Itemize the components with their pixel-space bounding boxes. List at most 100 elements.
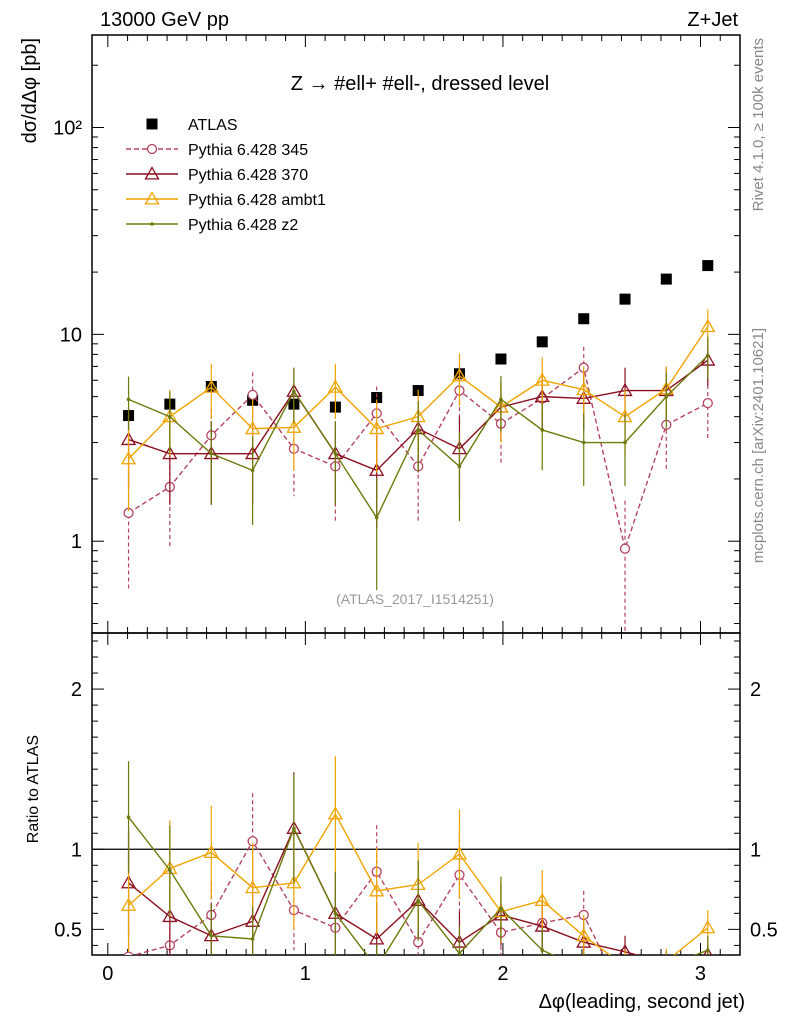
legend-label: Pythia 6.428 370: [188, 167, 308, 184]
legend-entry: ATLAS: [146, 117, 238, 134]
data-point: [292, 389, 296, 394]
data-point: [369, 883, 385, 897]
data-point: [333, 911, 338, 916]
ratio-y-tick-label: 1: [750, 839, 761, 861]
data-point: [495, 353, 507, 365]
x-tick-label: 0: [102, 963, 113, 985]
main-y-tick-label: 1: [71, 531, 82, 553]
data-point: [700, 919, 716, 934]
data-point: [146, 143, 158, 155]
data-point: [416, 898, 420, 903]
data-point: [369, 462, 385, 476]
data-point: [660, 957, 673, 968]
data-point: [499, 906, 503, 911]
data-point: [702, 260, 714, 272]
data-point: [126, 815, 131, 820]
data-point: [536, 336, 548, 348]
data-point: [703, 947, 713, 955]
data-point: [665, 964, 669, 968]
main-series-layer: [120, 260, 716, 633]
data-point: [144, 191, 160, 205]
ratio-y-axis-title: Ratio to ATLAS: [25, 735, 42, 843]
data-point: [371, 392, 383, 404]
legend: ATLAS Pythia 6.428 345 Pythia 6.428 370 Pyt…: [126, 117, 326, 234]
mcplots-source-label: mcplots.cern.ch [arXiv:2401.10621]: [750, 328, 767, 563]
data-point: [540, 428, 545, 432]
main-plot-title: Z → #ell+ #ell-, dressed level: [291, 73, 549, 95]
data-point: [619, 960, 632, 971]
data-point: [144, 166, 160, 180]
axes-ticks-layer: 0 1 2 3 1 10 10² 0.5 0.5 1 1 2 2: [53, 35, 778, 985]
legend-entry: Pythia 6.428 345: [126, 142, 308, 159]
data-point: [578, 313, 590, 325]
data-point: [292, 826, 296, 831]
data-point: [120, 451, 137, 465]
data-point: [244, 879, 261, 894]
data-point: [146, 118, 158, 130]
legend-label: Pythia 6.428 ambt1: [188, 192, 326, 209]
data-point: [618, 943, 632, 955]
data-point: [662, 973, 671, 982]
data-point: [209, 933, 214, 938]
data-point: [244, 420, 261, 435]
legend-label: Pythia 6.428 345: [188, 142, 308, 159]
legend-label: Pythia 6.428 z2: [188, 217, 298, 234]
data-point: [576, 381, 592, 396]
data-point: [451, 368, 468, 382]
data-point: [286, 419, 302, 433]
data-point: [150, 222, 154, 226]
data-point: [369, 420, 385, 435]
data-point: [457, 951, 462, 955]
data-point: [619, 543, 631, 554]
data-point: [250, 468, 255, 473]
data-point: [327, 379, 344, 393]
x-tick-label: 1: [300, 963, 311, 985]
legend-label: ATLAS: [188, 117, 238, 134]
data-point: [250, 937, 255, 941]
data-point: [203, 844, 219, 858]
data-point: [123, 951, 134, 955]
data-point: [162, 908, 178, 923]
x-tick-label: 2: [497, 963, 508, 985]
data-point: [168, 868, 172, 872]
data-point: [705, 948, 710, 952]
data-point: [286, 875, 302, 889]
ratio-y-tick-label: 1: [71, 839, 82, 861]
data-point: [623, 976, 627, 980]
data-point: [700, 318, 716, 333]
data-point: [540, 948, 545, 952]
x-axis-title: Δφ(leading, second jet): [539, 991, 745, 1013]
data-point: [702, 397, 713, 409]
data-point: [664, 394, 669, 399]
data-point: [705, 353, 710, 358]
ratio-y-tick-label: 2: [71, 679, 82, 701]
data-point: [665, 953, 668, 955]
main-y-axis-title: dσ/dΔφ [pb]: [19, 38, 41, 143]
analysis-id-label: (ATLAS_2017_I1514251): [336, 591, 494, 607]
data-point: [416, 428, 420, 432]
ratio-y-tick-label: 2: [750, 679, 761, 701]
data-point: [162, 445, 178, 460]
energy-label: 13000 GeV pp: [100, 9, 229, 31]
data-point: [168, 414, 172, 419]
main-y-tick-label: 10²: [53, 117, 82, 139]
data-point: [623, 440, 627, 445]
data-point: [619, 293, 631, 305]
data-point: [247, 389, 258, 400]
data-point: [581, 440, 586, 445]
data-point: [534, 892, 550, 907]
data-point: [203, 379, 219, 393]
ratio-panel-frame: [91, 632, 741, 956]
ratio-series-3: [126, 761, 710, 980]
data-point: [375, 966, 379, 970]
data-point: [333, 451, 338, 456]
legend-entry: Pythia 6.428 z2: [126, 217, 298, 234]
ratio-y-tick-label: 0.5: [750, 919, 778, 941]
ratio-y-tick-label: 0.5: [54, 919, 82, 941]
data-point: [120, 897, 137, 911]
data-point: [374, 515, 379, 520]
legend-entry: Pythia 6.428 370: [126, 166, 308, 184]
data-point: [534, 372, 550, 386]
main-y-tick-label: 10: [60, 324, 82, 346]
